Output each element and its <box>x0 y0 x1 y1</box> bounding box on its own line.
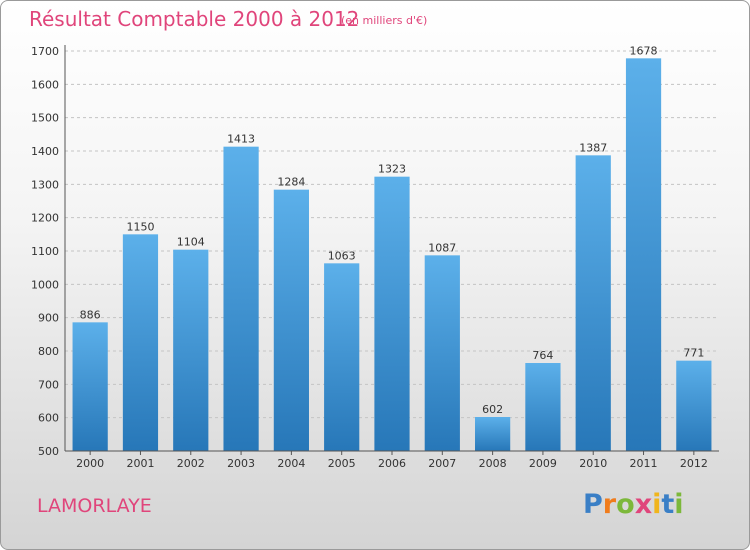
logo-letter: i <box>652 489 662 520</box>
data-label: 764 <box>532 349 553 362</box>
proxiti-logo: Proxiti <box>583 489 684 520</box>
data-label: 1063 <box>328 249 356 262</box>
y-tick-label: 1100 <box>31 245 59 258</box>
data-label: 886 <box>80 308 101 321</box>
data-label: 1150 <box>126 220 154 233</box>
logo-letter: P <box>583 489 603 520</box>
y-tick-label: 1400 <box>31 145 59 158</box>
data-label: 1678 <box>630 44 658 57</box>
bar <box>122 234 159 451</box>
x-tick-label: 2011 <box>630 457 658 470</box>
x-tick-label: 2003 <box>227 457 255 470</box>
bar <box>676 360 712 451</box>
x-tick-label: 2001 <box>126 457 154 470</box>
bar <box>273 189 309 451</box>
bar <box>475 417 511 451</box>
bar <box>374 176 410 451</box>
place-name: LAMORLAYE <box>37 495 152 517</box>
data-label: 771 <box>683 347 704 360</box>
x-tick-label: 2009 <box>529 457 557 470</box>
x-tick-label: 2006 <box>378 457 406 470</box>
x-tick-label: 2008 <box>479 457 507 470</box>
bar <box>575 155 611 452</box>
bar <box>223 146 259 451</box>
x-tick-label: 2000 <box>76 457 104 470</box>
data-label: 1284 <box>277 176 305 189</box>
y-tick-label: 1300 <box>31 178 59 191</box>
y-tick-label: 1700 <box>31 45 59 58</box>
x-tick-label: 2010 <box>579 457 607 470</box>
chart-title: Résultat Comptable 2000 à 2012 <box>29 7 360 31</box>
data-label: 1387 <box>579 141 607 154</box>
x-tick-label: 2004 <box>277 457 305 470</box>
y-tick-label: 1000 <box>31 278 59 291</box>
bar <box>173 249 209 451</box>
data-label: 602 <box>482 403 503 416</box>
data-label: 1087 <box>428 241 456 254</box>
y-tick-label: 900 <box>38 312 59 325</box>
x-tick-label: 2007 <box>428 457 456 470</box>
y-tick-label: 500 <box>38 445 59 458</box>
data-label: 1104 <box>177 236 205 249</box>
y-tick-label: 700 <box>38 378 59 391</box>
logo-letter: t <box>661 489 675 520</box>
bar <box>525 363 561 451</box>
x-tick-label: 2012 <box>680 457 708 470</box>
y-tick-label: 1200 <box>31 212 59 225</box>
data-label: 1413 <box>227 133 255 146</box>
axes: 500 600 700 800 900 1000 1100 1200 1300 1400 1500 1… <box>31 45 719 470</box>
y-tick-label: 800 <box>38 345 59 358</box>
bar <box>424 255 460 451</box>
y-tick-label: 1500 <box>31 112 59 125</box>
bars: 886 1150 1104 1413 1284 1063 1323 1087 602 764 138… <box>72 44 712 452</box>
bar <box>324 263 360 451</box>
y-tick-label: 1600 <box>31 78 59 91</box>
y-tick-label: 600 <box>38 412 59 425</box>
x-tick-label: 2005 <box>328 457 356 470</box>
bar <box>625 58 662 451</box>
logo-letter: o <box>616 489 635 520</box>
data-label: 1323 <box>378 163 406 176</box>
logo-letter: r <box>602 489 617 520</box>
logo-letter: x <box>634 489 653 520</box>
x-tick-label: 2002 <box>177 457 205 470</box>
bar <box>72 322 108 451</box>
logo-letter: i <box>674 489 684 520</box>
chart-subtitle: (en milliers d'€) <box>341 14 428 27</box>
